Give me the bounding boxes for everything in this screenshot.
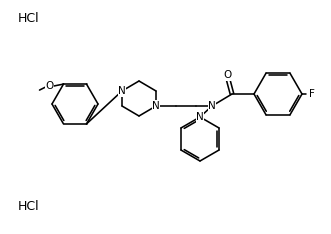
Text: O: O bbox=[45, 81, 54, 91]
Text: N: N bbox=[208, 101, 216, 111]
Text: O: O bbox=[224, 70, 232, 80]
Text: N: N bbox=[152, 101, 160, 111]
Text: HCl: HCl bbox=[18, 12, 40, 26]
Text: N: N bbox=[118, 86, 126, 96]
Text: N: N bbox=[196, 112, 204, 122]
Text: HCl: HCl bbox=[18, 200, 40, 212]
Text: F: F bbox=[309, 89, 315, 99]
